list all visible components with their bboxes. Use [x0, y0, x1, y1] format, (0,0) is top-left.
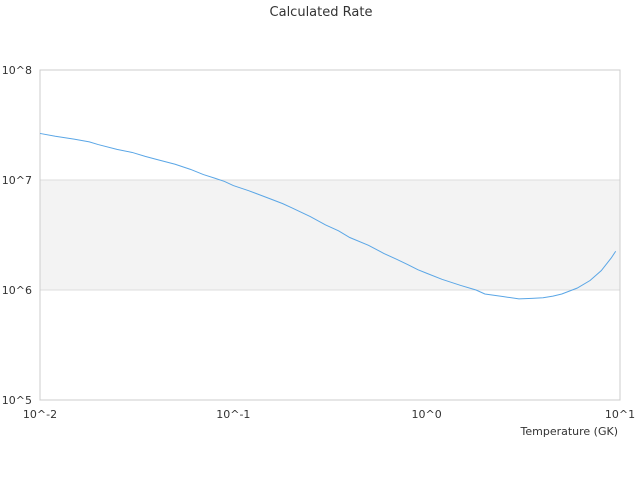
y-tick-label: 10^8: [2, 64, 32, 77]
y-axis-ticks: 10^5 10^6 10^7 10^8: [2, 64, 32, 407]
series-line: [39, 132, 617, 300]
x-axis-label: Temperature (GK): [520, 425, 619, 438]
y-tick-label: 10^7: [2, 174, 32, 187]
plot-area: [39, 69, 621, 401]
x-tick-label: 10^-1: [216, 408, 250, 421]
y-tick-label: 10^5: [2, 394, 32, 407]
y-tick-label: 10^6: [2, 284, 32, 297]
shaded-band: [40, 180, 620, 290]
chart-title: Calculated Rate: [270, 5, 373, 20]
x-axis-ticks: 10^-2 10^-1 10^0 10^1: [23, 408, 635, 421]
x-tick-label: 10^0: [412, 408, 442, 421]
x-tick-label: 10^-2: [23, 408, 57, 421]
plot-border: [39, 69, 621, 401]
x-tick-label: 10^1: [605, 408, 635, 421]
